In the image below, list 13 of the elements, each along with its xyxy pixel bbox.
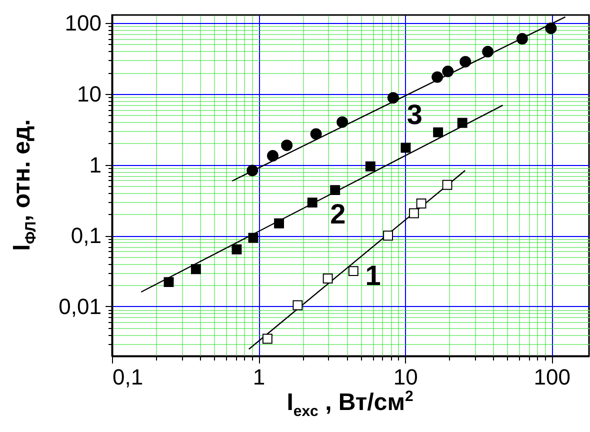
series-label: 2 (330, 198, 346, 230)
y-tick-label: 0,1 (70, 223, 102, 248)
y-tick-label: 0,01 (58, 294, 102, 319)
x-tick-label: 0,1 (112, 364, 144, 390)
x-tick-label: 1 (252, 364, 266, 390)
series-label: 1 (365, 260, 381, 291)
y-tick-label: 10 (77, 81, 102, 106)
y-tick-label: 1 (89, 152, 102, 178)
x-axis-title: I$_{exc}$ , Вт/см$^{2}$ (286, 388, 414, 420)
x-tick-label: 10 (393, 364, 418, 390)
y-tick-label: 100 (64, 10, 102, 36)
x-tick-label: 100 (534, 364, 570, 390)
series-label: 3 (406, 98, 422, 130)
